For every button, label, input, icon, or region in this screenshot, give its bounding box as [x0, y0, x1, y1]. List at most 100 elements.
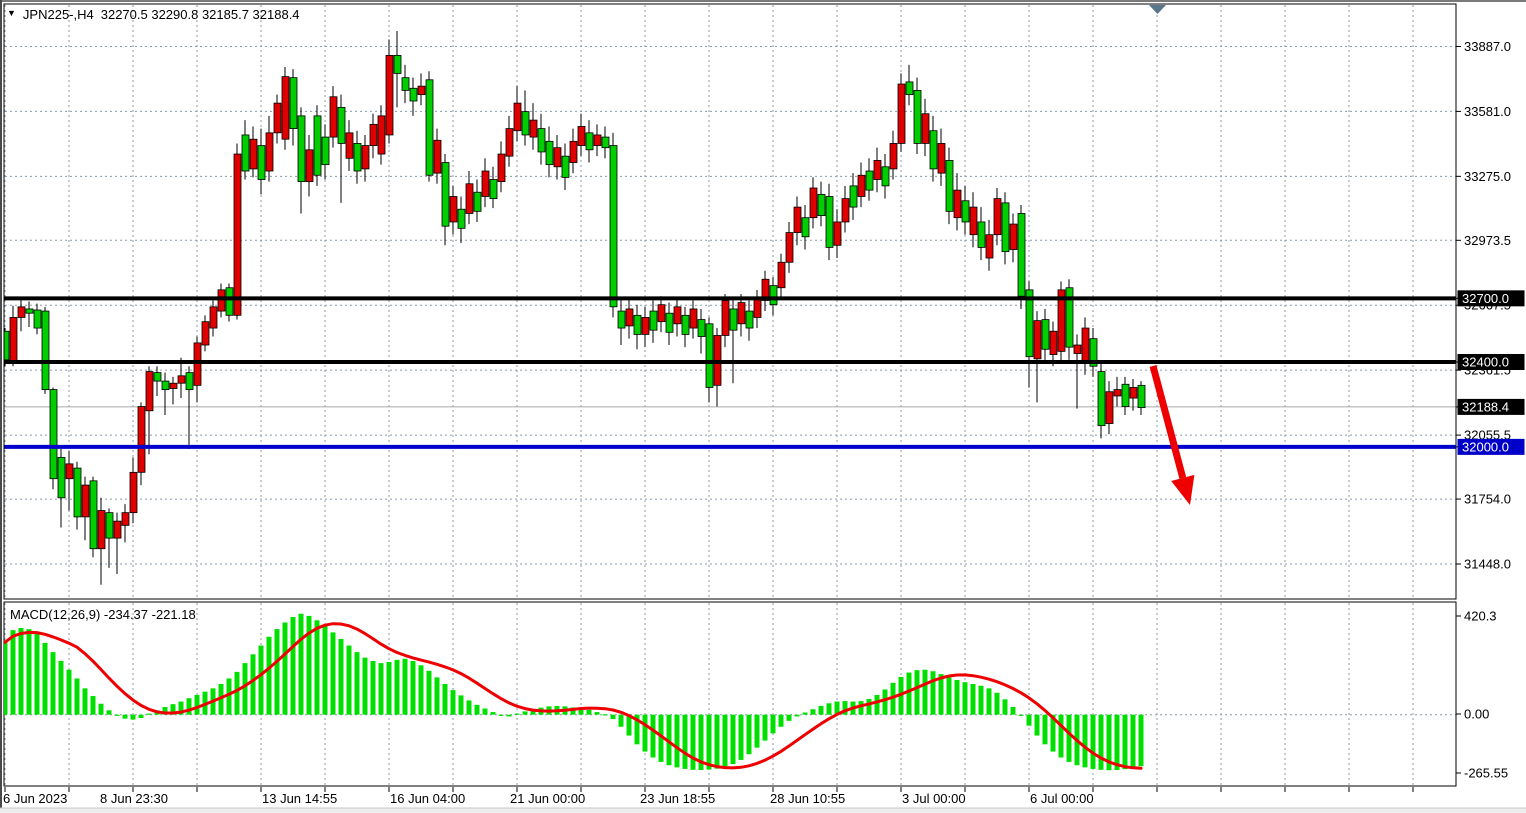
- macd-bar: [610, 714, 616, 720]
- candle: [825, 183, 834, 261]
- symbol-dropdown-icon[interactable]: ▼: [7, 8, 16, 18]
- candle: [937, 128, 946, 186]
- macd-bar: [122, 714, 128, 719]
- macd-bar: [234, 671, 240, 715]
- candle: [961, 185, 970, 235]
- candle: [353, 130, 362, 184]
- macd-bar: [986, 688, 992, 715]
- macd-bar: [450, 690, 456, 715]
- macd-bar: [306, 615, 312, 715]
- macd-axis-label: 420.3: [1464, 609, 1497, 624]
- candle: [561, 143, 570, 191]
- macd-bar: [690, 714, 696, 770]
- macd-bar: [738, 714, 744, 760]
- candle: [409, 77, 418, 116]
- macd-bar: [674, 714, 680, 768]
- macd-bar: [90, 696, 96, 715]
- macd-bar: [330, 632, 336, 715]
- macd-bar: [386, 662, 392, 715]
- macd-bar: [962, 682, 968, 715]
- candle: [649, 300, 658, 343]
- price-grid-label: 33887.0: [1464, 39, 1511, 54]
- macd-bar: [1026, 714, 1032, 726]
- macd-bar: [842, 701, 848, 715]
- macd-bar: [10, 630, 16, 715]
- macd-bar: [730, 714, 736, 765]
- macd-bar: [530, 709, 536, 715]
- trend-arrow-shaft[interactable]: [1149, 365, 1187, 479]
- candle: [201, 315, 210, 352]
- candle: [737, 294, 746, 337]
- candle: [881, 154, 890, 199]
- candle: [145, 366, 154, 455]
- macd-bar: [866, 698, 872, 715]
- candle: [641, 306, 650, 348]
- candle: [289, 69, 298, 146]
- ohlc-quote-label: 32270.5 32290.8 32185.7 32188.4: [100, 7, 300, 22]
- macd-bar: [906, 672, 912, 715]
- macd-bar: [282, 622, 288, 715]
- macd-bar: [1106, 714, 1112, 771]
- macd-bar: [314, 620, 320, 715]
- macd-bar: [266, 636, 272, 715]
- macd-bar: [474, 704, 480, 715]
- candle: [993, 188, 1002, 246]
- macd-bar: [634, 714, 640, 745]
- trend-arrow-head[interactable]: [1171, 474, 1195, 505]
- candle: [873, 147, 882, 193]
- macd-bar: [978, 685, 984, 715]
- candle: [169, 376, 178, 405]
- price-tag-32400.0: 32400.0: [1456, 353, 1525, 370]
- macd-bar: [938, 674, 944, 715]
- candle: [617, 298, 626, 346]
- macd-bar: [370, 660, 376, 715]
- macd-bar: [778, 714, 784, 727]
- candle: [1113, 376, 1122, 407]
- macd-bar: [626, 714, 632, 736]
- candle: [665, 302, 674, 346]
- window-left-edge: [0, 0, 2, 810]
- candle: [425, 71, 434, 182]
- macd-bar: [762, 714, 768, 741]
- candle: [361, 134, 370, 182]
- candle: [969, 192, 978, 248]
- candle: [473, 179, 482, 222]
- macd-bar: [746, 714, 752, 755]
- candle: [153, 366, 162, 396]
- candle: [113, 512, 122, 575]
- macd-bar: [954, 680, 960, 715]
- macd-bar: [586, 709, 592, 715]
- price-grid-label: 32973.5: [1464, 233, 1511, 248]
- macd-bar: [1002, 699, 1008, 715]
- macd-bar: [426, 670, 432, 715]
- macd-bar: [106, 710, 112, 715]
- macd-bar: [642, 714, 648, 752]
- candle: [329, 86, 338, 148]
- candle: [601, 126, 610, 159]
- candle: [785, 221, 794, 273]
- candle: [929, 115, 938, 182]
- macd-bar: [82, 688, 88, 715]
- candle: [1041, 308, 1050, 362]
- candle: [577, 113, 586, 157]
- time-axis-label: 28 Jun 10:55: [770, 791, 845, 806]
- candle: [1121, 376, 1130, 416]
- macd-bar: [170, 704, 176, 715]
- candle: [441, 154, 450, 246]
- macd-bar: [74, 678, 80, 715]
- chart-shift-marker[interactable]: [1149, 5, 1166, 14]
- time-axis-label: 3 Jul 00:00: [902, 791, 966, 806]
- macd-bar: [250, 654, 256, 715]
- time-axis-label: 16 Jun 04:00: [390, 791, 465, 806]
- macd-bar: [490, 712, 496, 715]
- candle: [841, 185, 850, 233]
- macd-bar: [930, 671, 936, 715]
- candle: [89, 476, 98, 558]
- macd-bar: [34, 633, 40, 715]
- price-grid-label: 33581.0: [1464, 104, 1511, 119]
- macd-bar: [66, 669, 72, 715]
- macd-bar: [162, 707, 168, 715]
- candle: [1065, 279, 1074, 360]
- svg-text:32700.0: 32700.0: [1462, 291, 1509, 306]
